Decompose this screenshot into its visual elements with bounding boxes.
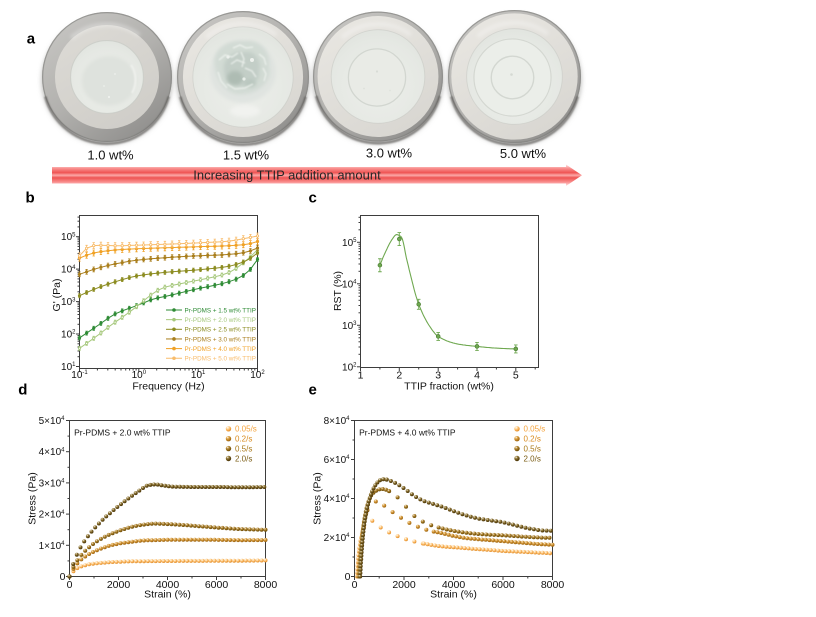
svg-text:4000: 4000 xyxy=(156,579,180,591)
svg-text:Increasing TTIP addition amoun: Increasing TTIP addition amount xyxy=(193,168,381,183)
svg-text:3×104: 3×104 xyxy=(39,478,66,489)
svg-text:8000: 8000 xyxy=(254,579,278,591)
svg-text:2×104: 2×104 xyxy=(324,533,351,544)
svg-text:1×104: 1×104 xyxy=(39,541,66,552)
svg-text:0.2/s: 0.2/s xyxy=(524,435,541,444)
svg-text:Strain (%): Strain (%) xyxy=(144,589,191,601)
svg-text:103: 103 xyxy=(342,321,357,332)
svg-text:0: 0 xyxy=(345,571,351,583)
svg-text:101: 101 xyxy=(191,370,206,381)
svg-text:Stress (Pa): Stress (Pa) xyxy=(311,472,323,525)
svg-text:0.2/s: 0.2/s xyxy=(235,435,252,444)
svg-text:Stress (Pa): Stress (Pa) xyxy=(26,472,38,525)
svg-text:Pr-PDMS + 2.0 wt% TTIP: Pr-PDMS + 2.0 wt% TTIP xyxy=(74,428,171,438)
svg-text:101: 101 xyxy=(61,362,76,373)
svg-text:e: e xyxy=(309,382,317,399)
svg-text:0.05/s: 0.05/s xyxy=(235,425,257,434)
svg-text:4: 4 xyxy=(474,370,480,382)
svg-text:4×104: 4×104 xyxy=(39,447,66,458)
svg-text:a: a xyxy=(27,31,36,48)
svg-text:3: 3 xyxy=(435,370,441,382)
svg-text:105: 105 xyxy=(61,232,76,243)
svg-text:100: 100 xyxy=(132,370,147,381)
svg-text:1.0 wt%: 1.0 wt% xyxy=(87,148,134,163)
svg-text:Strain (%): Strain (%) xyxy=(430,589,477,601)
svg-text:104: 104 xyxy=(61,265,76,276)
svg-text:0.05/s: 0.05/s xyxy=(524,425,546,434)
svg-text:b: b xyxy=(26,189,35,206)
svg-text:Frequency (Hz): Frequency (Hz) xyxy=(132,381,204,393)
svg-text:102: 102 xyxy=(342,362,357,373)
svg-text:4000: 4000 xyxy=(442,579,466,591)
svg-text:Pr-PDMS + 3.0 wt% TTIP: Pr-PDMS + 3.0 wt% TTIP xyxy=(185,336,256,343)
svg-text:Pr-PDMS + 4.0 wt% TTIP: Pr-PDMS + 4.0 wt% TTIP xyxy=(359,428,456,438)
svg-text:2000: 2000 xyxy=(392,579,416,591)
svg-text:0.5/s: 0.5/s xyxy=(235,444,252,453)
svg-text:2.0/s: 2.0/s xyxy=(235,454,252,463)
svg-text:3.0 wt%: 3.0 wt% xyxy=(366,146,413,161)
svg-text:102: 102 xyxy=(250,370,265,381)
svg-text:8×104: 8×104 xyxy=(324,416,351,427)
svg-text:10-1: 10-1 xyxy=(71,370,88,381)
svg-text:4×104: 4×104 xyxy=(324,494,351,505)
svg-text:5.0 wt%: 5.0 wt% xyxy=(500,146,547,161)
svg-text:2: 2 xyxy=(396,370,402,382)
svg-text:Pr-PDMS + 4.0 wt% TTIP: Pr-PDMS + 4.0 wt% TTIP xyxy=(185,346,256,353)
svg-text:103: 103 xyxy=(61,297,76,308)
svg-text:6×104: 6×104 xyxy=(324,455,351,466)
svg-text:105: 105 xyxy=(342,238,357,249)
svg-text:0.5/s: 0.5/s xyxy=(524,444,541,453)
svg-text:0: 0 xyxy=(352,579,358,591)
svg-text:RST (%): RST (%) xyxy=(332,271,344,311)
svg-text:1: 1 xyxy=(358,370,364,382)
svg-text:104: 104 xyxy=(342,279,357,290)
svg-text:Pr-PDMS + 2.0 wt% TTIP: Pr-PDMS + 2.0 wt% TTIP xyxy=(185,317,256,324)
svg-text:G' (Pa): G' (Pa) xyxy=(51,279,63,312)
svg-text:c: c xyxy=(309,189,317,206)
svg-text:0: 0 xyxy=(60,571,66,583)
svg-text:Pr-PDMS + 1.5 wt% TTIP: Pr-PDMS + 1.5 wt% TTIP xyxy=(185,307,256,314)
svg-text:6000: 6000 xyxy=(205,579,229,591)
svg-text:2.0/s: 2.0/s xyxy=(524,454,541,463)
svg-text:2×104: 2×104 xyxy=(39,510,66,521)
svg-text:5: 5 xyxy=(513,370,519,382)
svg-text:0: 0 xyxy=(67,579,73,591)
svg-text:2000: 2000 xyxy=(107,579,131,591)
svg-text:Pr-PDMS + 2.5 wt% TTIP: Pr-PDMS + 2.5 wt% TTIP xyxy=(185,327,256,334)
svg-text:TTIP fraction (wt%): TTIP fraction (wt%) xyxy=(404,381,494,393)
svg-text:102: 102 xyxy=(61,330,76,341)
svg-text:8000: 8000 xyxy=(541,579,565,591)
svg-text:d: d xyxy=(18,382,27,399)
svg-text:5×104: 5×104 xyxy=(39,416,66,427)
svg-text:1.5 wt%: 1.5 wt% xyxy=(223,148,270,163)
svg-text:6000: 6000 xyxy=(491,579,515,591)
svg-text:Pr-PDMS + 5.0 wt% TTIP: Pr-PDMS + 5.0 wt% TTIP xyxy=(185,356,256,363)
